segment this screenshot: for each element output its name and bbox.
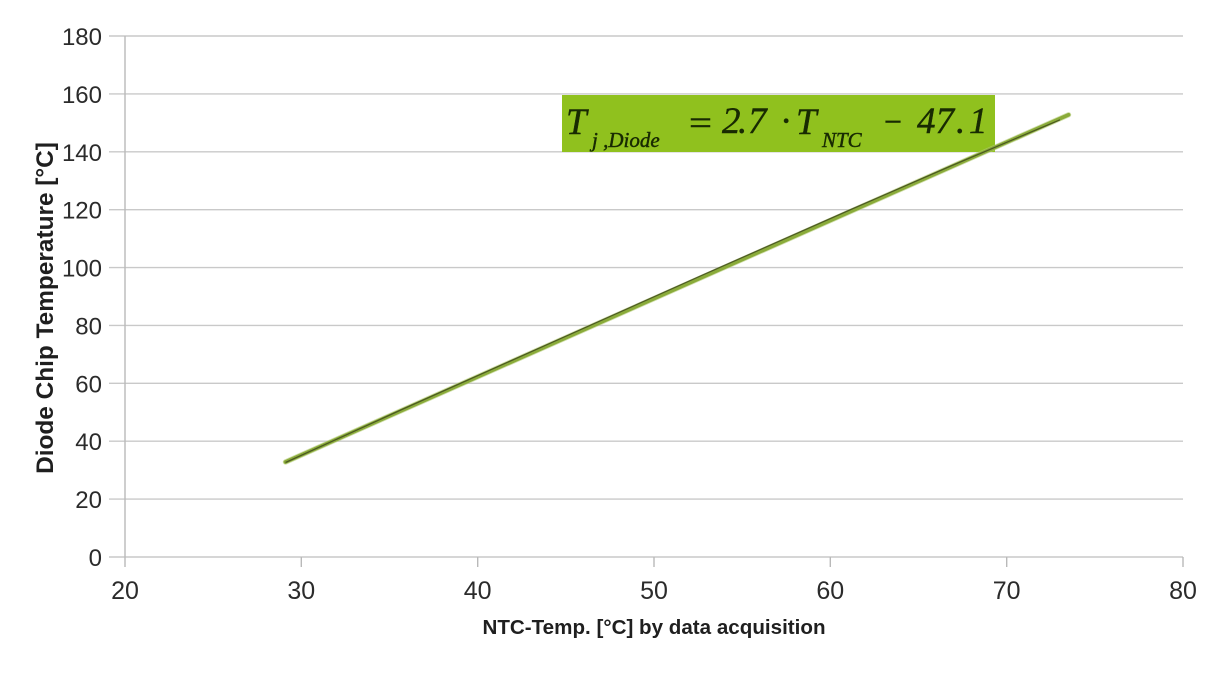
svg-text:140: 140 [62, 140, 102, 167]
svg-text:180: 180 [62, 24, 102, 51]
svg-text:120: 120 [62, 198, 102, 225]
svg-text:j ,Diode: j ,Diode [589, 128, 660, 152]
svg-text:NTC: NTC [821, 128, 863, 152]
svg-text:20: 20 [111, 577, 139, 605]
svg-text:−: − [884, 104, 902, 141]
svg-text:47: 47 [917, 101, 956, 142]
svg-text:50: 50 [640, 577, 668, 605]
svg-text:1: 1 [969, 101, 988, 142]
svg-text:2: 2 [722, 101, 741, 142]
svg-text:70: 70 [993, 577, 1021, 605]
svg-text:60: 60 [75, 371, 102, 398]
svg-text:·: · [780, 101, 792, 142]
svg-text:7: 7 [748, 101, 768, 142]
svg-text:Diode Chip Temperature [°C]: Diode Chip Temperature [°C] [32, 142, 59, 474]
svg-text:.: . [956, 101, 965, 142]
svg-text:40: 40 [464, 577, 492, 605]
svg-text:40: 40 [75, 429, 102, 456]
svg-text:NTC-Temp. [°C] by data acquisi: NTC-Temp. [°C] by data acquisition [482, 616, 825, 639]
svg-text:0: 0 [89, 545, 102, 572]
svg-text:T: T [566, 102, 589, 143]
svg-text:30: 30 [287, 577, 315, 605]
svg-text:80: 80 [1169, 577, 1197, 605]
svg-text:160: 160 [62, 82, 102, 109]
svg-text:100: 100 [62, 256, 102, 283]
svg-text:20: 20 [75, 487, 102, 514]
svg-text:60: 60 [816, 577, 844, 605]
svg-text:T: T [796, 102, 819, 143]
svg-text:.: . [738, 101, 747, 142]
svg-text:=: = [689, 105, 712, 142]
svg-text:80: 80 [75, 313, 102, 340]
